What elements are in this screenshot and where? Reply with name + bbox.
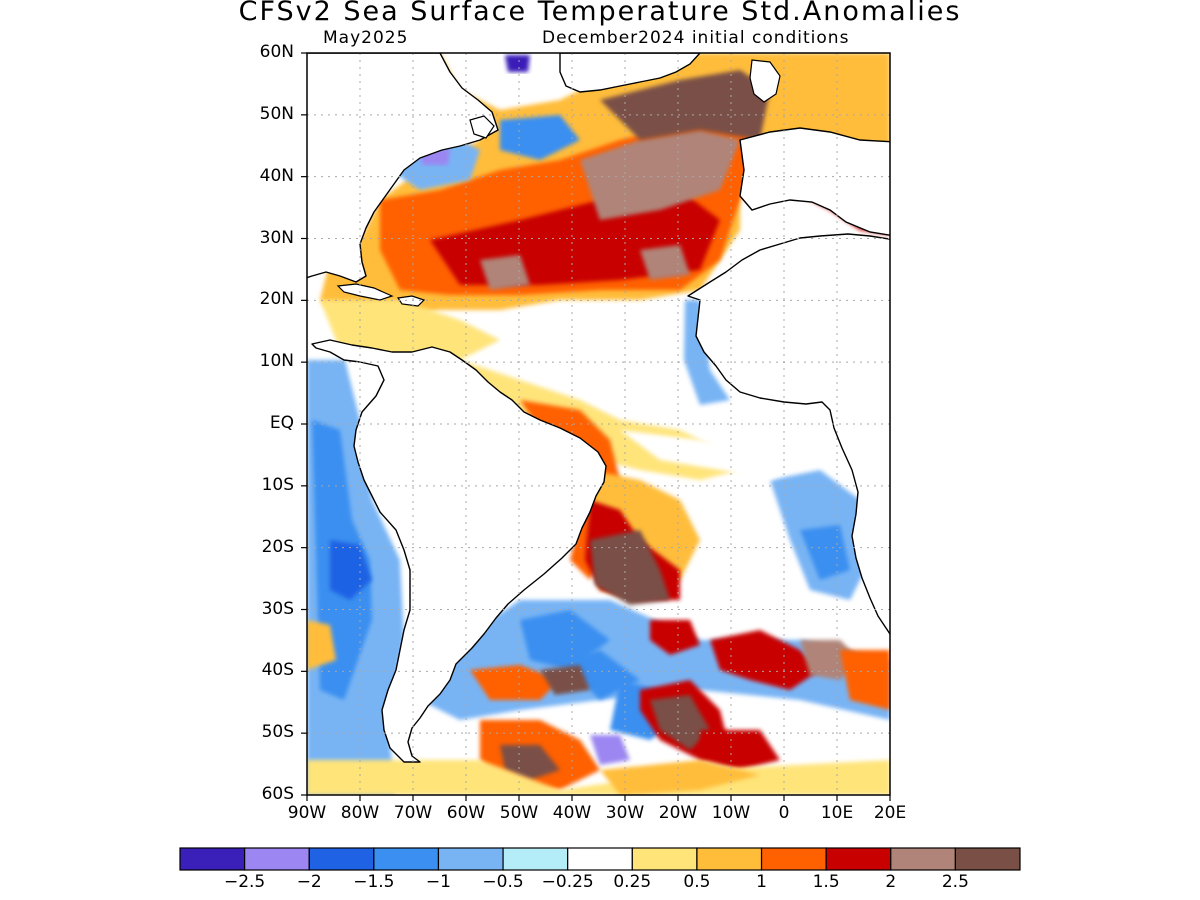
- anomaly-region: [480, 255, 530, 290]
- longitude-label: 0: [778, 803, 790, 823]
- anomaly-region: [500, 115, 580, 160]
- latitude-label: 20S: [261, 536, 294, 557]
- anomaly-region: [470, 665, 560, 700]
- anomaly-region: [330, 540, 372, 600]
- anomaly-region: [600, 70, 770, 140]
- latitude-label: 40S: [261, 660, 294, 681]
- colorbar-label: 2: [885, 872, 897, 892]
- anomaly-region: [540, 665, 590, 695]
- colorbar-swatch: [244, 847, 310, 871]
- colorbar-swatch: [954, 847, 1021, 871]
- colorbar-swatch: [437, 847, 504, 871]
- anomaly-region: [620, 430, 790, 480]
- anomaly-region: [590, 530, 670, 605]
- longitude-label: 80W: [340, 803, 380, 823]
- map-title: CFSv2 Sea Surface Temperature Std.Anomal…: [238, 0, 962, 27]
- latitude-label: 60S: [261, 784, 294, 804]
- north-america-landmass: [307, 53, 499, 283]
- colorbar-label: 0.25: [613, 872, 652, 892]
- colorbar-label: −0.5: [482, 872, 524, 892]
- longitude-label: 10W: [711, 803, 751, 823]
- longitude-label: 30W: [605, 803, 645, 823]
- colorbar-swatch: [179, 847, 246, 871]
- anomaly-region: [307, 620, 336, 670]
- colorbar: [179, 847, 1021, 871]
- map-grid: [307, 53, 890, 795]
- longitude-label: 90W: [287, 803, 327, 823]
- longitude-label: 40W: [552, 803, 592, 823]
- colorbar-label: −1: [425, 872, 451, 892]
- land-masses: [307, 53, 890, 763]
- latitude-label: 10S: [261, 474, 294, 495]
- colorbar-label: −2.5: [223, 872, 266, 892]
- anomaly-region: [307, 760, 890, 795]
- anomaly-region: [650, 695, 710, 750]
- latitude-label: 50S: [261, 722, 294, 743]
- anomaly-region: [590, 735, 630, 765]
- latitude-label: 10N: [259, 351, 294, 372]
- colorbar-label: 1.5: [812, 872, 840, 892]
- latitude-label: 40N: [259, 165, 294, 186]
- longitude-label: 50W: [499, 803, 539, 823]
- latitude-label: EQ: [269, 413, 294, 433]
- anomaly-region: [505, 55, 530, 72]
- anomaly-region: [650, 620, 700, 655]
- colorbar-swatch: [308, 847, 375, 871]
- colorbar-label: −0.25: [541, 872, 594, 892]
- longitude-label: 20W: [658, 803, 698, 823]
- colorbar-label: 0.5: [683, 872, 711, 892]
- latitude-label: 50N: [259, 103, 294, 124]
- anomaly-region: [600, 760, 760, 795]
- initial-conditions-label: December2024 initial conditions: [542, 28, 850, 48]
- colorbar-label: −2: [296, 872, 322, 892]
- colorbar-swatch: [890, 847, 956, 871]
- latitude-label: 30S: [261, 598, 294, 619]
- latitude-label: 30N: [259, 227, 294, 248]
- anomaly-region: [710, 630, 820, 690]
- europe-landmass: [739, 127, 890, 236]
- colorbar-label: 2.5: [941, 872, 969, 892]
- longitude-label: 60W: [446, 803, 486, 823]
- uk-landmass: [749, 59, 781, 103]
- anomaly-region: [840, 650, 890, 710]
- colorbar-swatch: [567, 847, 633, 871]
- anomaly-region: [800, 525, 850, 580]
- colorbar-swatch: [696, 847, 763, 871]
- colorbar-swatch: [825, 847, 892, 871]
- hispaniola-island: [396, 295, 426, 307]
- anomaly-region: [580, 130, 740, 220]
- colorbar-swatch: [631, 847, 698, 871]
- newfoundland-island: [469, 115, 495, 139]
- south-america-landmass: [311, 339, 607, 763]
- anomaly-region: [700, 730, 780, 770]
- longitude-label: 70W: [393, 803, 433, 823]
- colorbar-swatch: [373, 847, 440, 871]
- greenland-landmass: [559, 53, 701, 93]
- latitude-label: 20N: [259, 289, 294, 310]
- forecast-month: May2025: [323, 28, 409, 48]
- longitude-label: 20E: [873, 803, 907, 823]
- latitude-label: 60N: [259, 42, 294, 62]
- colorbar-swatch: [760, 847, 827, 871]
- axis-ticks: [301, 52, 891, 801]
- anomaly-region: [500, 745, 560, 780]
- cuba-island: [336, 283, 394, 301]
- africa-landmass: [687, 233, 890, 636]
- colorbar-swatch: [502, 847, 569, 871]
- anomaly-fields: [307, 53, 890, 795]
- colorbar-label: 1: [756, 872, 767, 892]
- colorbar-label: −1.5: [353, 872, 395, 892]
- longitude-label: 10E: [820, 803, 854, 823]
